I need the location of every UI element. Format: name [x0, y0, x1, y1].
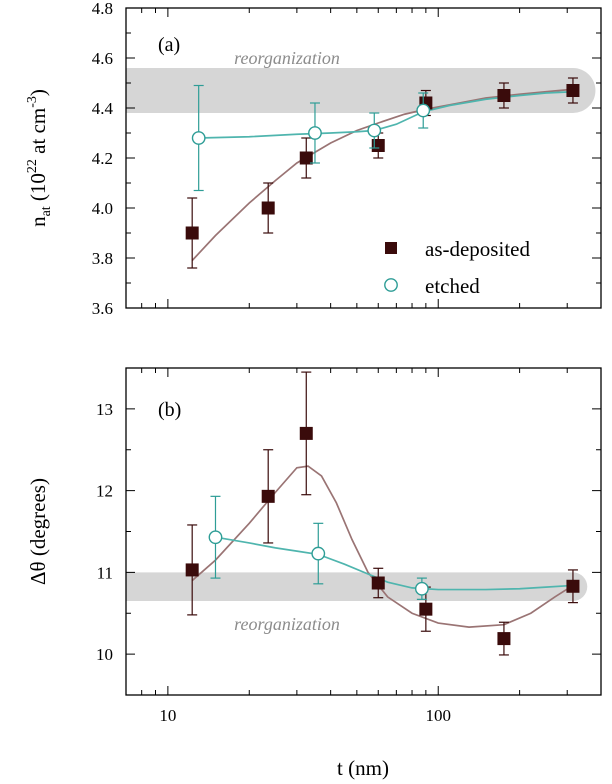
as-deposited-point [261, 489, 275, 503]
y-tick-label: 4.8 [92, 0, 113, 18]
reorganization-band-group [126, 572, 588, 601]
as-deposited-point [566, 579, 580, 593]
reorganization-band [126, 572, 588, 601]
etched-point [367, 123, 382, 138]
y-tick-label: 4.2 [92, 149, 113, 168]
y-tick-label: 12 [96, 482, 113, 501]
y-tick-label: 3.6 [92, 299, 113, 318]
legend: as-deposited etched [384, 237, 530, 298]
as-deposited-point [419, 602, 433, 616]
y-ticks [126, 367, 601, 696]
as-deposited-point [299, 426, 313, 440]
y-axis-title-part: -3 [25, 96, 40, 108]
y-tick-label: 4.4 [92, 99, 114, 118]
y-axis-title-part: at cm [26, 108, 50, 159]
band-label: reorganization [234, 614, 340, 634]
x-axis-title: t (nm) [337, 756, 389, 780]
legend-label-as-deposited: as-deposited [425, 237, 530, 261]
band-label: reorganization [234, 48, 340, 68]
legend-marker-as-deposited [385, 242, 397, 254]
legend-marker-etched [384, 278, 398, 292]
y-axis-title-part: 22 [25, 159, 40, 173]
legend-label-etched: etched [425, 274, 480, 298]
y-axis-title-part: (10 [26, 173, 50, 206]
y-tick-label: 3.8 [92, 249, 113, 268]
y-axis-title: Δθ (degrees) [26, 478, 50, 585]
panel-a: reorganization(a)3.63.84.04.24.44.64.8na… [25, 0, 602, 318]
y-axis-title-part: ) [26, 89, 50, 96]
etched-point [311, 546, 326, 561]
as-deposited-point [497, 632, 511, 646]
etched-point [416, 103, 431, 118]
x-tick-label: 100 [425, 706, 451, 725]
as-deposited-point [261, 201, 275, 215]
plot-frame [125, 7, 602, 309]
y-ticks [126, 7, 601, 309]
y-tick-label: 13 [96, 400, 113, 419]
y-tick-label: 10 [96, 645, 113, 664]
etched-point [414, 581, 429, 596]
etched-point [191, 131, 206, 145]
y-tick-label: 4.6 [92, 49, 113, 68]
panel-label: (b) [158, 399, 181, 421]
reorganization-band [126, 68, 596, 113]
etched-point [208, 530, 223, 545]
y-axis-title-part: n [26, 216, 50, 227]
panel-label: (a) [158, 34, 180, 56]
as-deposited-point [371, 576, 385, 590]
plot-area [185, 77, 580, 269]
as-deposited-point [566, 84, 580, 97]
as-deposited-fit-line [191, 88, 574, 262]
as-deposited-fit-line [191, 465, 574, 629]
as-deposited-point [497, 89, 511, 102]
reorganization-band-group [126, 68, 596, 113]
y-tick-label: 4.0 [92, 199, 113, 218]
plot-frame [125, 367, 602, 696]
as-deposited-point [299, 151, 313, 165]
as-deposited-point [185, 563, 199, 577]
panel-b: reorganization (b) 10 11 12 13 10 100 t (nm) Δθ (… [26, 367, 602, 780]
as-deposited-point [185, 226, 199, 240]
y-axis-title-part: at [39, 206, 54, 216]
etched-point [308, 126, 322, 140]
y-tick-label: 11 [97, 563, 113, 582]
y-axis-title: nat (1022 at cm-3) [25, 89, 54, 227]
x-ticks [125, 368, 602, 695]
x-ticks [125, 8, 602, 308]
x-tick-label: 10 [159, 706, 176, 725]
plot-area [185, 371, 580, 656]
etched-fit-line [198, 90, 573, 139]
